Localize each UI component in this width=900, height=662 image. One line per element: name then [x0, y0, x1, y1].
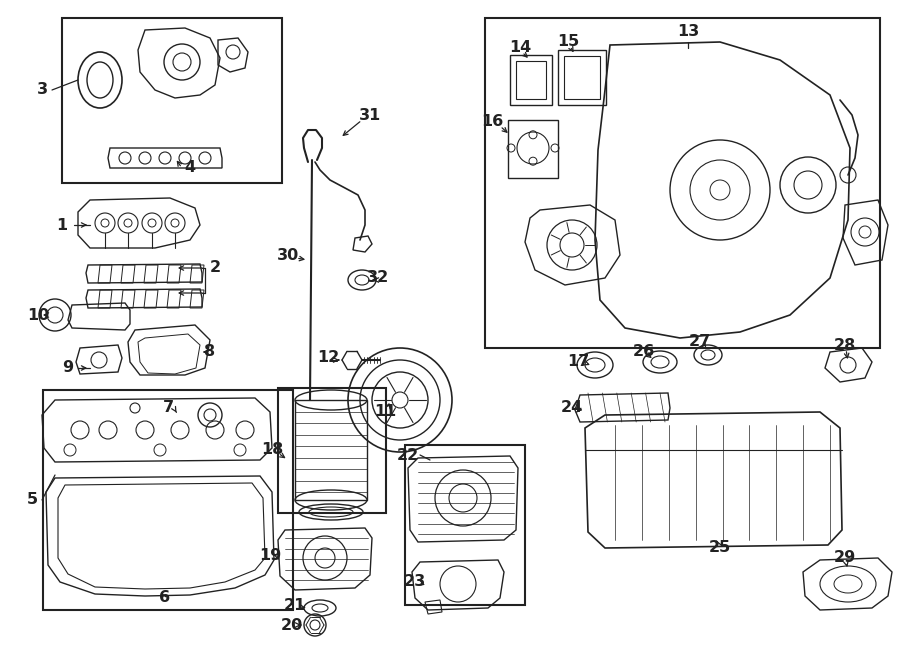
Text: 8: 8	[204, 344, 216, 359]
Text: 20: 20	[281, 618, 303, 632]
Text: 19: 19	[259, 547, 281, 563]
Text: 31: 31	[359, 107, 381, 122]
Text: 16: 16	[481, 115, 503, 130]
Text: 18: 18	[261, 442, 284, 457]
Bar	[278, 388, 386, 513]
Text: 5: 5	[26, 493, 38, 508]
Text: 7: 7	[162, 401, 174, 416]
Text: 26: 26	[633, 344, 655, 359]
Text: 27: 27	[688, 334, 711, 350]
Text: 9: 9	[62, 361, 74, 375]
Text: 13: 13	[677, 24, 699, 40]
Text: 1: 1	[57, 218, 68, 232]
Text: 12: 12	[317, 350, 339, 365]
Bar	[295, 400, 367, 500]
Text: 29: 29	[834, 551, 856, 565]
Bar	[405, 445, 525, 605]
Bar	[510, 55, 552, 105]
Bar	[558, 50, 606, 105]
Text: 30: 30	[277, 248, 299, 263]
Text: 4: 4	[184, 160, 195, 175]
Text: 23: 23	[404, 575, 426, 589]
Text: 28: 28	[834, 338, 856, 352]
Bar	[508, 120, 558, 178]
Text: 3: 3	[36, 83, 48, 97]
Text: 22: 22	[397, 448, 419, 463]
Text: 10: 10	[27, 308, 50, 322]
Text: 24: 24	[561, 401, 583, 416]
Text: 2: 2	[210, 261, 220, 275]
Text: 25: 25	[709, 540, 731, 555]
Text: 15: 15	[557, 34, 579, 50]
Bar	[62, 18, 282, 183]
Bar	[43, 390, 293, 610]
Text: 6: 6	[159, 591, 171, 606]
Text: 17: 17	[567, 354, 590, 369]
Text: 11: 11	[374, 404, 396, 420]
Text: 32: 32	[367, 271, 389, 285]
Bar	[485, 18, 880, 348]
Text: 21: 21	[284, 598, 306, 614]
Bar	[516, 61, 546, 99]
Text: 14: 14	[508, 40, 531, 56]
Bar	[564, 56, 600, 99]
